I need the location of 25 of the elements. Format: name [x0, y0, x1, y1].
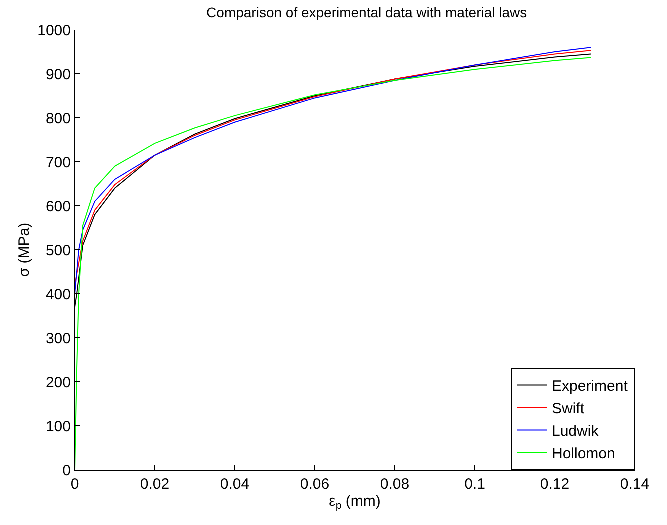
legend-label: Swift [552, 400, 586, 418]
x-tick-label: 0.14 [620, 476, 650, 493]
y-tick-label: 900 [46, 66, 71, 84]
chart-title: Comparison of experimental data with material laws [206, 4, 528, 21]
y-tick-label: 600 [46, 198, 71, 216]
x-axis-title: ε$_{p}$ (mm) [329, 493, 381, 512]
x-tick-label: 0.06 [300, 476, 330, 493]
y-tick-label: 700 [46, 154, 71, 172]
x-tick-label: 0.1 [464, 476, 486, 493]
y-tick-label: 0 [62, 462, 71, 480]
y-tick-label: 100 [46, 418, 71, 436]
y-axis-title: σ (MPa) [16, 222, 33, 278]
y-tick-label: 400 [46, 286, 71, 304]
y-tick-label: 1000 [38, 22, 71, 40]
legend-label: Hollomon [552, 446, 616, 463]
legend-label: Ludwik [552, 423, 600, 440]
x-tick-label: 0.12 [540, 476, 570, 493]
x-tick-label: 0.04 [220, 476, 250, 493]
y-tick-label: 500 [46, 242, 71, 260]
y-tick-label: 800 [46, 110, 71, 128]
legend-label: Experiment [552, 378, 629, 396]
x-tick-label: 0.02 [140, 476, 170, 493]
y-tick-label: 300 [46, 330, 71, 348]
x-tick-label: 0.08 [380, 476, 410, 493]
y-tick-label: 200 [46, 374, 71, 392]
